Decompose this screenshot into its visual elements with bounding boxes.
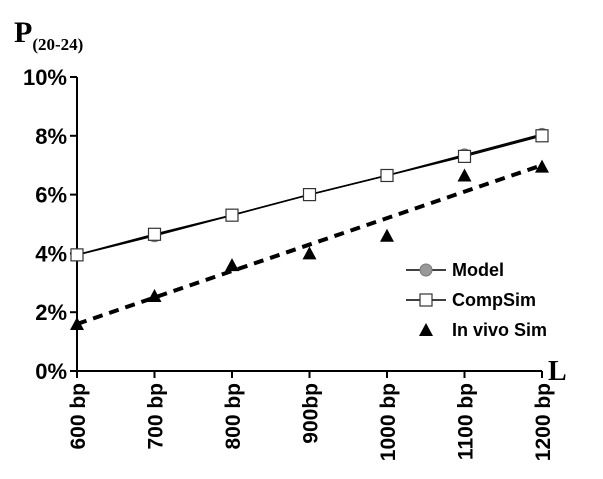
y-tick-label: 6% xyxy=(35,183,67,208)
x-tick-label: 600 bp xyxy=(67,383,90,450)
in-vivo-sim-point xyxy=(302,246,317,260)
legend-in-vivo-sim-marker xyxy=(419,323,433,336)
trendline-group xyxy=(76,163,543,326)
x-tick-label: 700 bp xyxy=(145,383,168,450)
x-tick-label: 1000 bp xyxy=(377,383,400,461)
compsim-point xyxy=(457,149,472,163)
in-vivo-sim-point xyxy=(147,289,162,303)
y-tick-label: 10% xyxy=(23,65,67,90)
legend-model-marker xyxy=(419,263,433,277)
compsim-point xyxy=(70,248,84,262)
y-tick-label: 8% xyxy=(35,124,67,149)
in-vivo-sim-point xyxy=(535,159,549,173)
in-vivo-sim-point xyxy=(380,228,394,242)
y-tick-label: 2% xyxy=(35,300,67,325)
compsim-point xyxy=(147,227,162,241)
y-axis-title: P(20-24) xyxy=(14,16,83,54)
x-tick-label: 800 bp xyxy=(222,383,245,450)
legend-in-vivo-sim-label: In vivo Sim xyxy=(452,320,547,340)
legend: Model CompSim In vivo Sim xyxy=(406,260,547,340)
x-tick-label: 1200 bp xyxy=(532,383,555,461)
x-tick-label: 900bp xyxy=(300,383,323,444)
legend-model-label: Model xyxy=(452,260,504,280)
in-vivo-sim-point xyxy=(457,168,472,182)
legend-compsim-label: CompSim xyxy=(452,290,536,310)
series-group xyxy=(70,127,549,330)
in-vivo-sim-point xyxy=(225,258,239,272)
x-axis-title: L xyxy=(548,356,567,387)
x-tick-label: 1100 bp xyxy=(455,383,478,460)
compsim-point xyxy=(225,208,239,222)
compsim-point xyxy=(380,168,394,183)
y-axis-title-main: P xyxy=(14,16,32,49)
in-vivo-sim-point xyxy=(70,316,84,330)
tick-labels: 0% 2% 4% 6% 8% 10% 600 bp 700 bp 800 bp 900bp 1000… xyxy=(23,65,555,461)
y-tick-label: 0% xyxy=(35,359,67,384)
legend-compsim-marker xyxy=(419,293,433,307)
compsim-point xyxy=(535,129,549,143)
compsim-point xyxy=(302,188,317,202)
y-axis-title-subscript: (20-24) xyxy=(32,35,83,54)
in-vivo-trendline xyxy=(76,163,543,326)
y-tick-label: 4% xyxy=(35,241,67,266)
